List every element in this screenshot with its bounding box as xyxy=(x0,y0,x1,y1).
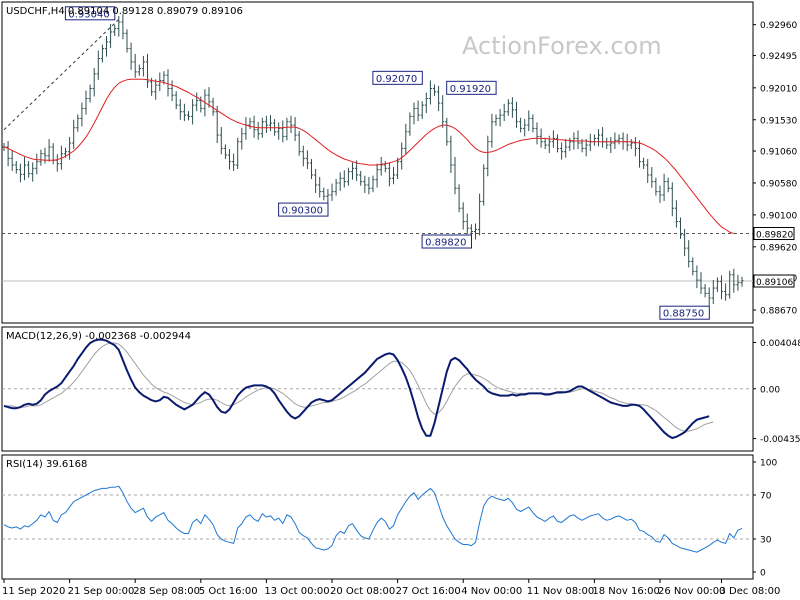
price-tick-label-5: 0.90580 xyxy=(760,179,797,189)
current-price-axis-label-box xyxy=(753,274,795,288)
rsi-panel-frame xyxy=(1,454,754,580)
price-panel: 0.92960 0.92495 0.92010 0.91530 0.91060 0.905… xyxy=(2,6,797,320)
macd-line xyxy=(3,338,710,439)
price-annotation-0: 0.93040 xyxy=(68,9,109,20)
current-price-axis-label: 0.89106 xyxy=(756,278,793,288)
price-annotation-5-box xyxy=(659,305,710,320)
x-tick-label-8: 11 Nov 08:00 xyxy=(527,586,594,597)
x-tick-label-3: 5 Oct 16:00 xyxy=(199,586,258,597)
price-annotation-2: 0.91920 xyxy=(450,84,491,95)
price-annotation-2-box xyxy=(446,80,497,95)
price-annotation-3: 0.90300 xyxy=(282,206,323,217)
price-panel-frame xyxy=(1,1,754,324)
macd-header: MACD(12,26,9) -0.002368 -0.002944 xyxy=(6,331,191,342)
x-tick-label-2: 28 Sep 08:00 xyxy=(133,586,200,597)
rsi-tick-label-3: 0 xyxy=(760,569,766,579)
rsi-tick-label-0: 100 xyxy=(760,459,777,469)
rsi-tick-label-2: 30 xyxy=(760,536,772,546)
x-tick-label-9: 18 Nov 16:00 xyxy=(592,586,659,597)
rsi-tick-label-1: 70 xyxy=(760,492,772,502)
macd-tick-label-1: 0.00 xyxy=(760,385,780,395)
x-tick-label-4: 13 Oct 00:00 xyxy=(264,586,329,597)
price-tick-label-2: 0.92010 xyxy=(760,84,797,94)
price-annotation-0-box xyxy=(64,6,116,21)
rsi-panel: 100 70 30 0 xyxy=(2,459,777,579)
price-tick-label-4: 0.91060 xyxy=(760,148,797,158)
price-annotation-4: 0.89820 xyxy=(425,238,466,249)
x-tick-label-1: 21 Sep 00:00 xyxy=(68,586,135,597)
price-annotation-1: 0.92070 xyxy=(376,74,417,85)
macd-tick-label-0: 0.004048 xyxy=(760,339,800,349)
price-annotation-4-box xyxy=(421,234,473,249)
moving-average-line xyxy=(3,78,734,234)
level-axis-label: 0.89820 xyxy=(756,231,793,241)
price-annotation-5: 0.88750 xyxy=(663,309,704,320)
x-tick-label-10: 26 Nov 00:00 xyxy=(658,586,725,597)
macd-signal-line xyxy=(4,342,714,432)
price-annotation-3-box xyxy=(278,202,329,217)
rsi-header: RSI(14) 39.6168 xyxy=(6,459,87,470)
price-tick-label-0: 0.92960 xyxy=(760,21,797,31)
price-header: USDCHF,H4 0.89104 0.89128 0.89079 0.8910… xyxy=(6,6,243,17)
x-tick-label-0: 11 Sep 2020 xyxy=(2,586,65,597)
watermark: ActionForex.com xyxy=(462,32,662,60)
price-tick-label-3: 0.91530 xyxy=(760,116,797,126)
x-tick-label-6: 27 Oct 16:00 xyxy=(396,586,461,597)
price-tick-label-7: 0.89620 xyxy=(760,243,797,253)
level-axis-label-box xyxy=(753,227,795,241)
price-annotation-1-box xyxy=(372,70,423,85)
price-tick-label-6: 0.90100 xyxy=(760,211,797,221)
price-tick-label-9: 0.88670 xyxy=(760,307,797,317)
trend-line xyxy=(3,18,120,131)
price-tick-label-1: 0.92495 xyxy=(760,52,797,62)
rsi-line xyxy=(3,485,743,553)
x-tick-label-5: 20 Oct 08:00 xyxy=(330,586,395,597)
x-tick-label-11: 3 Dec 08:00 xyxy=(720,586,781,597)
x-tick-label-7: 4 Nov 00:00 xyxy=(461,586,522,597)
